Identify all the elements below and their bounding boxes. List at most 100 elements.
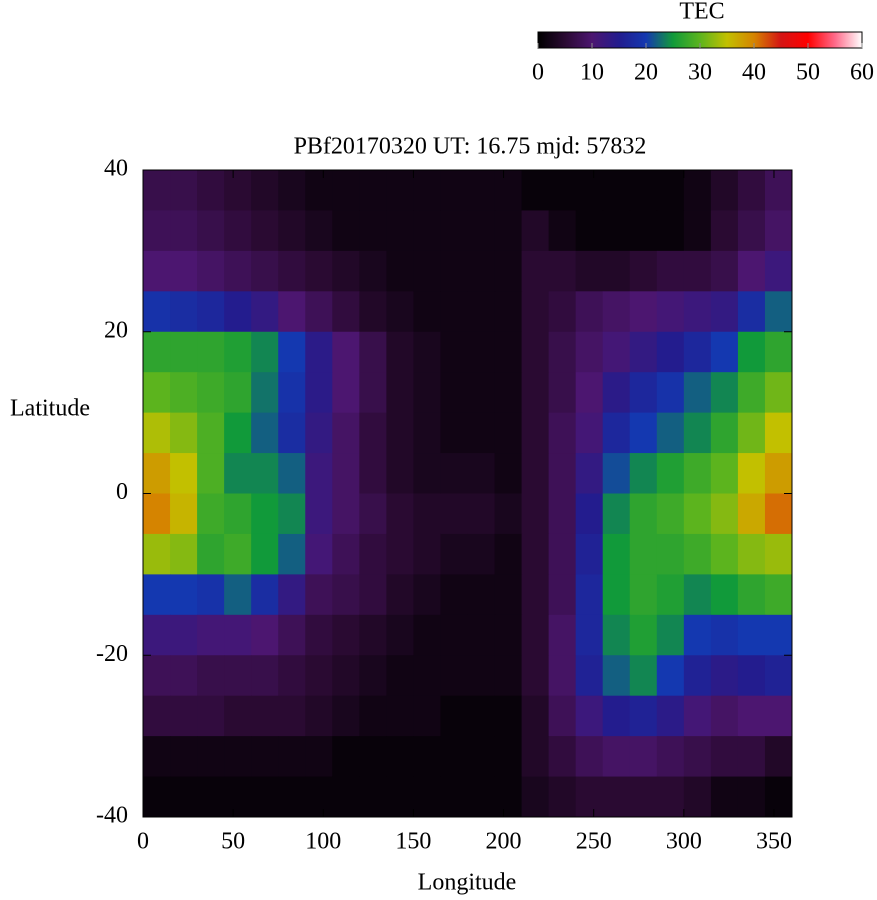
heatmap-cell [548,170,577,211]
heatmap-cell [602,291,631,333]
heatmap-cell [656,291,685,333]
heatmap-cell [629,493,658,535]
heatmap-cell [683,655,712,697]
heatmap-cell [764,736,793,778]
heatmap-cell [629,655,658,697]
heatmap-cell [494,412,523,454]
heatmap-cell [413,493,441,535]
heatmap-cell [710,291,739,333]
heatmap-cell [143,736,171,778]
colorbar-label: TEC [679,0,724,25]
heatmap-cell [251,331,279,373]
heatmap-cell [656,170,685,211]
heatmap-cell [737,331,766,373]
heatmap-cell [197,574,225,616]
heatmap-cell [251,291,279,333]
heatmap-cell [305,331,333,373]
heatmap-cell [278,372,306,414]
heatmap-cell [359,736,387,778]
heatmap-cell [305,453,333,494]
heatmap-cell [224,331,252,373]
heatmap-cell [170,412,198,454]
heatmap-cell [467,493,496,535]
heatmap-cell [359,170,387,211]
heatmap-cell [170,533,198,575]
heatmap-cell [521,372,550,414]
heatmap-cell [467,250,496,292]
heatmap-cell [494,250,523,292]
heatmap-cell [440,533,468,575]
heatmap-cell [494,331,523,373]
heatmap-cell [521,170,550,211]
heatmap-cell [602,695,631,737]
heatmap-cell [413,170,441,211]
heatmap-cell [170,331,198,373]
heatmap-cell [413,776,441,818]
heatmap-cell [170,776,198,818]
heatmap-cell [440,776,468,818]
heatmap-cell [521,331,550,373]
heatmap-cell [467,372,496,414]
heatmap-cell [197,331,225,373]
heatmap-cell [143,331,171,373]
heatmap-cell [764,291,793,333]
heatmap-cell [683,533,712,575]
heatmap-cell [278,493,306,535]
heatmap-cell [251,614,279,656]
heatmap-cell [737,533,766,575]
heatmap-cell [764,493,793,535]
heatmap-cell [575,574,604,616]
heatmap-cell [359,776,387,818]
heatmap-cell [494,210,523,252]
heatmap-cell [710,210,739,252]
heatmap-cell [494,574,523,616]
heatmap-cell [251,493,279,535]
heatmap-cell [521,695,550,737]
heatmap-cell [251,170,279,211]
heatmap-cell [656,533,685,575]
heatmap-cell [278,210,306,252]
heatmap-cell [197,655,225,697]
heatmap-cell [683,493,712,535]
heatmap-cell [467,412,496,454]
heatmap-cell [548,614,577,656]
heatmap-cell [656,695,685,737]
heatmap-cell [521,776,550,818]
y-tick-label: 40 [104,156,128,182]
heatmap-cell [386,291,414,333]
heatmap-cell [737,655,766,697]
heatmap-cell [764,453,793,494]
heatmap-cell [656,331,685,373]
heatmap-cell [548,412,577,454]
heatmap-cell [575,372,604,414]
heatmap-cell [467,736,496,778]
heatmap-cell [440,695,468,737]
heatmap-cell [278,776,306,818]
heatmap-cell [710,533,739,575]
heatmap-cell [710,372,739,414]
heatmap-cell [737,170,766,211]
heatmap-cell [143,574,171,616]
heatmap-cell [413,453,441,494]
heatmap-cell [467,533,496,575]
y-tick-label: 20 [104,317,128,343]
heatmap-cell [359,614,387,656]
heatmap-cell [629,291,658,333]
heatmap-cell [575,331,604,373]
heatmap-cell [170,210,198,252]
heatmap-cell [332,736,360,778]
heatmap-cell [359,250,387,292]
heatmap-cell [521,614,550,656]
heatmap-cell [440,170,468,211]
heatmap-cell [332,493,360,535]
heatmap-cell [251,453,279,494]
heatmap-cell [710,695,739,737]
heatmap-cell [305,776,333,818]
heatmap-cell [197,533,225,575]
heatmap-cell [278,170,306,211]
heatmap-cell [602,614,631,656]
heatmap-cell [764,170,793,211]
colorbar-tick-label: 40 [742,60,766,86]
heatmap-cell [440,291,468,333]
heatmap-cell [305,574,333,616]
